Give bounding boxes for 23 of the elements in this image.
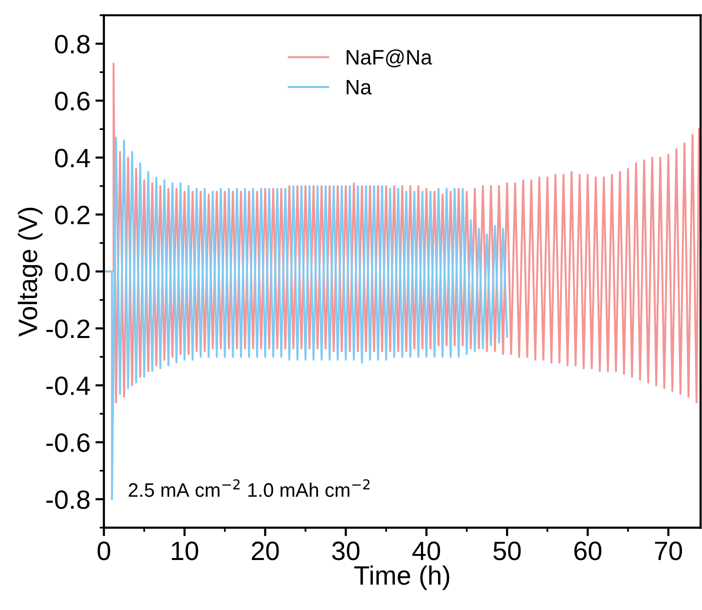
legend-label: NaF@Na [346, 49, 432, 68]
x-tick-label: 10 [172, 542, 198, 560]
x-tick-label: 70 [655, 542, 682, 560]
y-tick-label: 0.2 [55, 206, 90, 224]
x-tick-label: 50 [493, 542, 521, 560]
x-tick-label: 0 [98, 542, 110, 560]
y-tick-label: 0.0 [55, 262, 90, 282]
y-tick-label: -0.8 [46, 490, 90, 510]
y-tick-label: -0.6 [46, 433, 90, 452]
x-tick-label: 20 [252, 542, 279, 560]
legend-label: Na [346, 80, 372, 95]
x-axis-title: Time (h) [354, 565, 450, 590]
line-series [104, 136, 508, 500]
y-tick-label: -0.2 [46, 320, 90, 338]
y-tick-label: 0.4 [55, 148, 90, 168]
annotation: 2.5 mA cm$^{−2}$ 1.0 mAh cm$^{−2}$ [128, 479, 370, 497]
y-axis-title: Voltage (V) [18, 208, 42, 337]
y-tick-label: 0.6 [55, 92, 90, 110]
x-tick-label: 40 [412, 542, 440, 560]
y-tick-label: 0.8 [55, 34, 90, 54]
x-tick-label: 60 [574, 542, 602, 560]
x-tick-label: 30 [332, 542, 360, 560]
y-tick-label: -0.4 [46, 376, 90, 396]
